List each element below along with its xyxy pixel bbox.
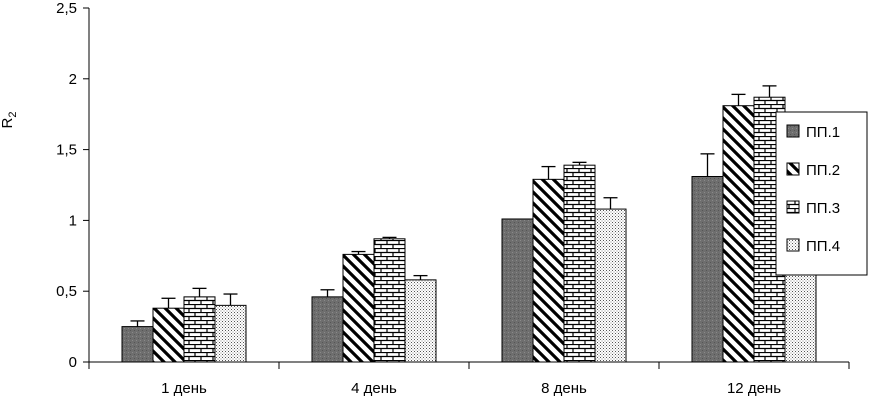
legend-label: ПП.4 [806,238,840,255]
y-tick-label: 2 [69,71,77,88]
bar [214,304,247,363]
bar [121,326,154,363]
y-tick-label: 1,5 [56,142,77,159]
legend-items: ПП.1 ПП.2 ПП.3 ПП.4 [786,124,840,255]
y-tick-label: 0 [69,354,77,371]
x-tick-label: 12 день [727,380,781,397]
legend-swatch [786,124,800,138]
legend-swatch [786,200,800,214]
legend-label: ПП.3 [806,200,840,217]
x-tick-label: 8 день [541,380,587,397]
x-tick-label: 1 день [161,380,207,397]
bar [342,253,375,363]
bar [501,218,534,363]
bar [311,296,344,363]
bar [152,307,185,363]
bar [722,105,755,363]
bar [691,176,724,363]
y-axis: 0 0,5 1 1,5 2 2,5 [56,0,90,371]
bars [121,96,817,363]
legend-swatch [786,238,800,252]
y-tick-label: 1 [69,212,77,229]
bar [404,279,437,363]
legend-swatch [786,162,800,176]
legend-label: ПП.2 [806,162,840,179]
legend-label: ПП.1 [806,124,840,141]
bar [563,164,596,363]
bar [183,296,216,363]
bar [532,178,565,363]
y-tick-label: 0,5 [56,283,77,300]
y-axis-label: R2 [0,112,19,129]
x-tick-label: 4 день [351,380,397,397]
bar [373,238,406,363]
bar [594,208,627,363]
y-tick-label: 2,5 [56,0,77,17]
y-ticks: 0 0,5 1 1,5 2 2,5 [56,0,89,371]
x-ticks: 1 день 4 день 8 день 12 день [88,362,850,397]
y-axis-label-main: R [0,117,16,128]
legend: ПП.1 ПП.2 ПП.3 ПП.4 [775,111,868,276]
y-axis-label-subscript: 2 [7,112,19,118]
x-axis: 1 день 4 день 8 день 12 день [88,361,850,397]
